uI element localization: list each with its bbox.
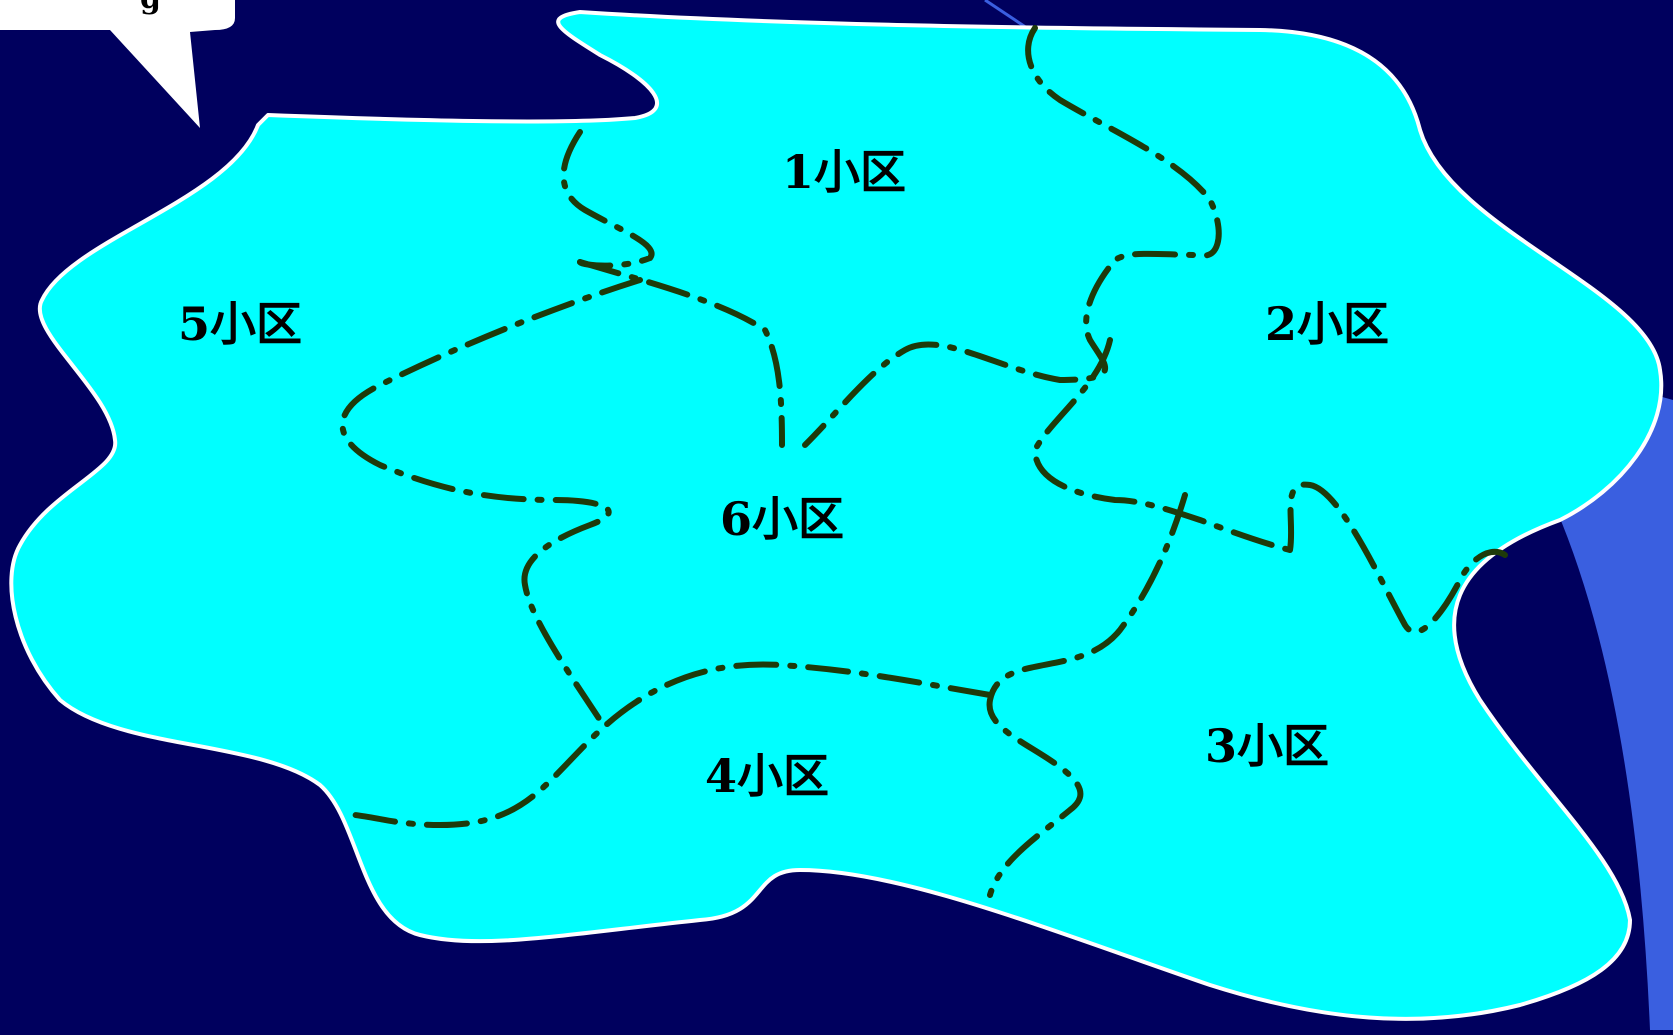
right-decor-band: [1480, 360, 1673, 1030]
boundary-6-3: [986, 492, 1188, 898]
boundary-1-6: [577, 259, 785, 448]
zone-label-4: 4小区: [705, 749, 829, 803]
zone-boundaries: [339, 25, 1508, 898]
district-region: [9, 10, 1664, 1021]
zone-label-1: 1小区: [782, 145, 906, 199]
boundary-2-6: [1031, 337, 1293, 553]
boundary-5-6: [339, 277, 643, 723]
zone-labels: 1小区 2小区 3小区 4小区 5小区 6小区: [178, 145, 1389, 803]
zone-label-6: 6小区: [720, 492, 844, 546]
boundary-2-3: [1287, 481, 1508, 635]
callout-text: g: [140, 0, 161, 16]
boundary-6-4: [352, 661, 993, 829]
zone-label-2: 2小区: [1265, 297, 1389, 351]
boundary-1-2: [802, 25, 1222, 448]
decor-line-top: [984, 0, 1031, 32]
boundary-1-5: [560, 129, 655, 269]
zone-label-3: 3小区: [1205, 719, 1329, 773]
zone-label-5: 5小区: [178, 297, 302, 351]
callout: g: [0, 0, 235, 128]
